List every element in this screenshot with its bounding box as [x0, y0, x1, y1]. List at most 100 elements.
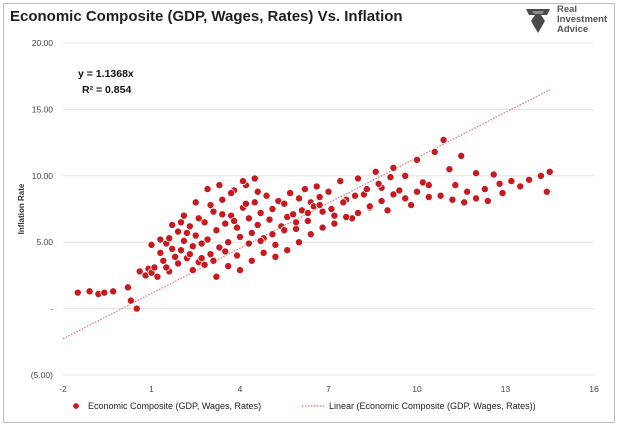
scatter-point [179, 236, 188, 245]
x-tick-label: -2 [59, 384, 67, 394]
scatter-point [235, 232, 244, 241]
scatter-point [330, 219, 339, 228]
scatter-point [294, 238, 303, 247]
scatter-point [289, 210, 298, 219]
scatter-point [303, 208, 312, 217]
scatter-point [377, 197, 386, 206]
scatter-point [312, 182, 321, 191]
scatter-point [318, 207, 327, 216]
scatter-point [342, 212, 351, 221]
scatter-point [73, 288, 82, 297]
scatter-point [471, 169, 480, 178]
scatter-point [498, 189, 507, 198]
scatter-point [292, 218, 301, 227]
scatter-point [85, 287, 94, 296]
scatter-point [424, 181, 433, 190]
scatter-point [126, 296, 135, 305]
scatter-point [318, 223, 327, 232]
scatter-point [168, 220, 177, 229]
scatter-point [424, 193, 433, 202]
scatter-point [292, 224, 301, 233]
scatter-point [227, 189, 236, 198]
y-tick-label: 20.00 [32, 38, 54, 48]
scatter-point [271, 240, 280, 249]
scatter-point [545, 167, 554, 176]
scatter-point [206, 250, 215, 259]
scatter-point [294, 194, 303, 203]
scatter-point [250, 198, 259, 207]
scatter-point [353, 208, 362, 217]
scatter-point [238, 177, 247, 186]
scatter-point [241, 199, 250, 208]
scatter-point [389, 190, 398, 199]
scatter-point [176, 218, 185, 227]
scatter-point [460, 198, 469, 207]
scatter-point [244, 214, 253, 223]
y-tick-label: (5.00) [31, 370, 53, 380]
scatter-point [336, 177, 345, 186]
scatter-point [212, 272, 221, 281]
brand-logo: Real Investment Advice [523, 5, 613, 37]
scatter-point [185, 250, 194, 259]
scatter-point [147, 240, 156, 249]
scatter-point [197, 254, 206, 263]
scatter-point [262, 191, 271, 200]
scatter-point [306, 230, 315, 239]
logo-line-3: Advice [557, 24, 589, 35]
scatter-point [300, 185, 309, 194]
scatter-point [135, 267, 144, 276]
y-tick-label: 10.00 [32, 171, 54, 181]
y-tick-labels: (5.00) - 5.00 10.00 15.00 20.00 [31, 38, 53, 380]
scatter-point [156, 248, 165, 257]
scatter-point [439, 135, 448, 144]
scatter-point [386, 173, 395, 182]
scatter-point [448, 195, 457, 204]
scatter-point [303, 216, 312, 225]
x-tick-label: 13 [501, 384, 511, 394]
scatter-point [162, 263, 171, 272]
scatter-point [209, 207, 218, 216]
scatter-point [495, 179, 504, 188]
legend-label-scatter: Economic Composite (GDP, Wages, Rates) [88, 401, 261, 411]
scatter-point [324, 187, 333, 196]
scatter-point [247, 228, 256, 237]
scatter-point [507, 177, 516, 186]
scatter-point [182, 228, 191, 237]
scatter-point [283, 246, 292, 255]
x-tick-label: 1 [149, 384, 154, 394]
legend: Economic Composite (GDP, Wages, Rates) L… [72, 401, 536, 411]
x-tick-label: 4 [238, 384, 243, 394]
scatter-point [197, 239, 206, 248]
scatter-point [536, 171, 545, 180]
scatter-point [480, 185, 489, 194]
scatter-point [542, 187, 551, 196]
scatter-point [483, 197, 492, 206]
scatter-point [215, 243, 224, 252]
scatter-point [353, 174, 362, 183]
scatter-point [132, 304, 141, 313]
scatter-point [188, 242, 197, 251]
scatter-point [174, 227, 183, 236]
scatter-point [200, 218, 209, 227]
scatter-point [179, 211, 188, 220]
scatter-point [471, 194, 480, 203]
scatter-point [253, 220, 262, 229]
scatter-point [191, 198, 200, 207]
scatter-point [351, 191, 360, 200]
scatter-point [436, 191, 445, 200]
scatter-point [165, 234, 174, 243]
scatter-point [265, 215, 274, 224]
y-axis-label: Inflation Rate [17, 183, 26, 234]
scatter-point [412, 187, 421, 196]
scatter-point [185, 222, 194, 231]
scatter-point [412, 155, 421, 164]
scatter-point [371, 167, 380, 176]
scatter-point [339, 198, 348, 207]
chart-title: Economic Composite (GDP, Wages, Rates) V… [10, 8, 403, 25]
scatter-point [383, 206, 392, 215]
scatter-point [247, 256, 256, 265]
scatter-point [286, 189, 295, 198]
scatter-point [218, 195, 227, 204]
scatter-point [212, 226, 221, 235]
legend-marker-scatter [72, 402, 80, 410]
